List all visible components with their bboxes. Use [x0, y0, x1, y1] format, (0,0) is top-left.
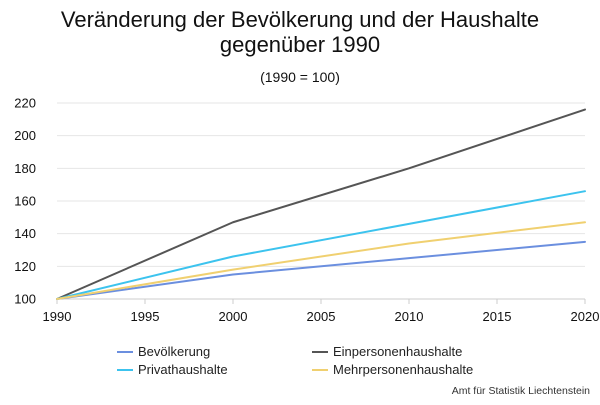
legend-label: Bevölkerung: [138, 344, 210, 359]
series-line-2: [56, 108, 586, 300]
y-tick-label: 200: [14, 128, 36, 143]
chart-subtitle: (1990 = 100): [260, 69, 340, 85]
source-note: Amt für Statistik Liechtenstein: [452, 385, 590, 397]
y-tick-label: 100: [14, 292, 36, 307]
y-tick-label: 180: [14, 161, 36, 176]
data-series: [56, 108, 586, 300]
series-line-4: [56, 221, 586, 300]
x-tick-label: 2020: [571, 309, 600, 324]
series-line-3: [56, 190, 586, 300]
x-tick-label: 1990: [43, 309, 72, 324]
y-tick-label: 160: [14, 194, 36, 209]
chart-title-line-2: gegenüber 1990: [220, 32, 380, 57]
legend: Bevölkerung Einpersonenhaushalte Privathau…: [117, 344, 473, 377]
legend-label: Privathaushalte: [138, 362, 228, 377]
y-tick-label: 220: [14, 96, 36, 111]
series-line-1: [56, 240, 586, 300]
x-tick-label: 2005: [307, 309, 336, 324]
gridlines: [57, 102, 585, 300]
legend-label: Mehrpersonenhaushalte: [333, 362, 473, 377]
x-tick-label: 2010: [395, 309, 424, 324]
x-tick-label: 1995: [131, 309, 160, 324]
legend-label: Einpersonenhaushalte: [333, 344, 462, 359]
y-tick-label: 140: [14, 226, 36, 241]
x-tick-label: 2015: [483, 309, 512, 324]
y-tick-label: 120: [14, 259, 36, 274]
x-tick-label: 2000: [219, 309, 248, 324]
axes: 100 120 140 160 180 200 220 1990 1995 2000 2005 201…: [14, 96, 599, 325]
chart-title-line-1: Veränderung der Bevölkerung und der Haus…: [61, 7, 539, 32]
